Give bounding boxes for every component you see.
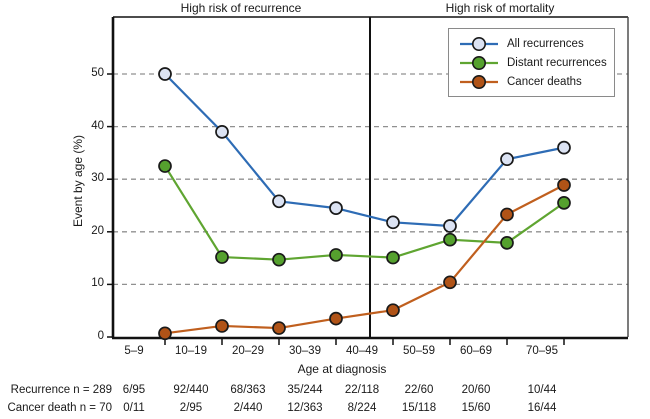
data-point-distant-recurrences [557, 196, 571, 210]
x-tick-label: 50–59 [403, 345, 435, 357]
legend-item-label: Cancer deaths [507, 75, 582, 88]
legend-item-label: Distant recurrences [507, 56, 607, 69]
data-point-distant-recurrences [386, 250, 400, 265]
legend: All recurrences Distant recurrences Canc… [448, 28, 615, 97]
data-point-all-recurrences [158, 67, 172, 81]
data-point-all-recurrences [215, 125, 229, 139]
x-tick-label: 5–9 [124, 345, 144, 357]
data-point-distant-recurrences [272, 252, 286, 267]
series-line-all-recurrences [163, 72, 566, 228]
data-point-all-recurrences [329, 201, 343, 215]
data-point-cancer-deaths [500, 207, 514, 222]
region-title-mortality: High risk of mortality [445, 1, 555, 15]
table-cell: 2/440 [233, 402, 263, 414]
legend-item-all-recurrences: All recurrences [459, 34, 614, 53]
x-tick-label: 20–29 [232, 345, 264, 357]
data-point-distant-recurrences [500, 235, 514, 250]
data-point-cancer-deaths [158, 326, 172, 341]
line-circle-marker-icon [460, 36, 498, 51]
y-tick-label: 40 [91, 120, 104, 132]
y-tick-label: 30 [91, 172, 104, 184]
x-axis-title: Age at diagnosis [297, 362, 387, 376]
x-tick-label: 30–39 [289, 345, 321, 357]
table-cell: 2/95 [179, 402, 203, 414]
data-point-cancer-deaths [215, 319, 229, 333]
series-line-cancer-deaths [163, 183, 566, 335]
data-point-all-recurrences [500, 152, 514, 167]
table-cell: 35/244 [287, 384, 323, 396]
data-point-all-recurrences [272, 194, 286, 209]
table-cell: 8/224 [347, 402, 377, 414]
data-point-cancer-deaths [443, 275, 457, 290]
table-cell: 0/11 [123, 402, 145, 414]
line-circle-marker-icon [460, 55, 498, 70]
table-cell: 10/44 [527, 384, 557, 396]
legend-item-distant-recurrences: Distant recurrences [459, 53, 614, 72]
legend-item-cancer-deaths: Cancer deaths [459, 72, 614, 91]
table-cell: 22/60 [404, 384, 434, 396]
y-tick-label: 50 [91, 67, 104, 79]
legend-item-label: All recurrences [507, 37, 584, 50]
region-title-recurrence: High risk of recurrence [180, 1, 302, 15]
data-point-cancer-deaths [557, 178, 571, 192]
y-tick-label: 0 [97, 330, 104, 342]
table-cell: 20/60 [461, 384, 491, 396]
data-point-cancer-deaths [272, 321, 286, 335]
data-point-all-recurrences [443, 219, 457, 233]
table-cell: 12/363 [287, 402, 323, 414]
table-cell: 6/95 [122, 384, 146, 396]
data-point-cancer-deaths [329, 311, 343, 326]
table-cell: 68/363 [230, 384, 266, 396]
x-tick-label: 60–69 [460, 345, 492, 357]
x-tick-label: 10–19 [175, 345, 207, 357]
data-point-distant-recurrences [215, 250, 229, 264]
table-cell: 15/60 [461, 402, 491, 414]
data-point-distant-recurrences [158, 159, 172, 173]
data-point-distant-recurrences [329, 248, 343, 262]
table-row-label-cancer-death: Cancer death n = 70 [7, 402, 112, 414]
data-point-cancer-deaths [386, 303, 400, 318]
table-cell: 92/440 [173, 384, 209, 396]
x-tick-label: 70–95 [526, 345, 558, 357]
table-cell: 22/118 [344, 384, 380, 396]
x-tick-label: 40–49 [346, 345, 378, 357]
data-point-all-recurrences [386, 215, 400, 230]
table-row-label-recurrence: Recurrence n = 289 [10, 384, 112, 396]
y-tick-label: 10 [91, 277, 104, 289]
table-cell: 16/44 [527, 402, 557, 414]
line-circle-marker-icon [460, 74, 498, 89]
data-point-distant-recurrences [443, 232, 457, 247]
table-cell: 15/118 [401, 402, 437, 414]
y-tick-label: 20 [91, 225, 104, 237]
data-point-all-recurrences [557, 140, 571, 155]
series-line-distant-recurrences [163, 164, 566, 261]
